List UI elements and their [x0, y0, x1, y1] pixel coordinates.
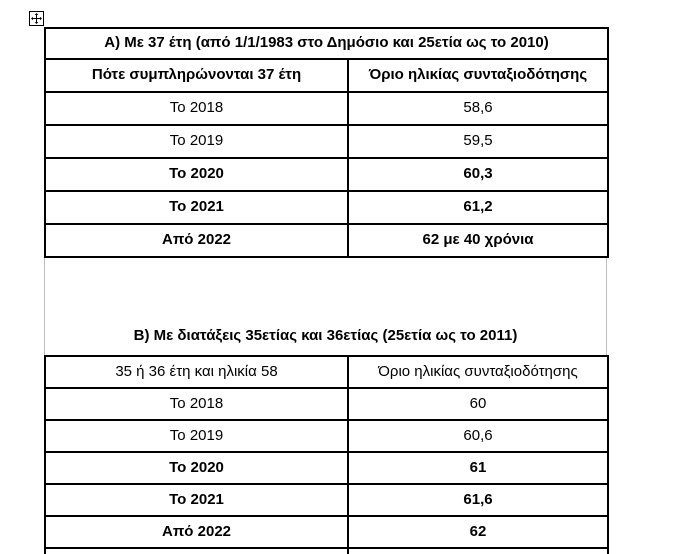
- table-gap-gridlines: Β) Με διατάξεις 35ετίας και 36ετίας (25ε…: [44, 258, 607, 355]
- cell-when: Το 2019: [45, 125, 348, 158]
- table-row: Το 2020 60,3: [45, 158, 609, 191]
- table-row: Το 2020 61: [45, 452, 608, 484]
- cell-when: Από 2022: [45, 224, 348, 257]
- cell-when: Το 2020: [45, 158, 348, 191]
- table-row: Το 2019 59,5: [45, 125, 609, 158]
- table-row: Από 2022 62 με 40 χρόνια: [45, 224, 609, 257]
- table-b-header-age: Όριο ηλικίας συνταξιοδότησης: [348, 356, 608, 388]
- table-row: Το 2021 61,6: [45, 484, 608, 516]
- table-b-header-row: 35 ή 36 έτη και ηλικία 58 Όριο ηλικίας σ…: [45, 356, 608, 388]
- pension-table-a: Α) Με 37 έτη (από 1/1/1983 στο Δημόσιο κ…: [44, 27, 610, 258]
- table-a-title-row: Α) Με 37 έτη (από 1/1/1983 στο Δημόσιο κ…: [45, 28, 609, 59]
- table-row: Το 2018 58,6: [45, 92, 609, 125]
- cell-age: 58,6: [348, 92, 609, 125]
- cell-age: 61,2: [348, 191, 609, 224]
- table-a-title: Α) Με 37 έτη (από 1/1/1983 στο Δημόσιο κ…: [45, 28, 609, 59]
- cell-age: 61: [348, 452, 608, 484]
- table-move-handle[interactable]: [29, 11, 44, 26]
- cell-age: 62: [348, 516, 608, 548]
- table-row: Το 2018 60: [45, 388, 608, 420]
- table-b-title: Β) Με διατάξεις 35ετίας και 36ετίας (25ε…: [133, 327, 518, 344]
- pension-table-b: 35 ή 36 έτη και ηλικία 58 Όριο ηλικίας σ…: [44, 355, 609, 554]
- cell-when: Το 2018: [45, 92, 348, 125]
- table-a-header-row: Πότε συμπληρώνονται 37 έτη Όριο ηλικίας …: [45, 59, 609, 92]
- cell-when: Το 2018: [45, 388, 348, 420]
- table-a-header-age: Όριο ηλικίας συνταξιοδότησης: [348, 59, 609, 92]
- table-b-header-when: 35 ή 36 έτη και ηλικία 58: [45, 356, 348, 388]
- cell-when: Το 2020: [45, 452, 348, 484]
- cell-when: Το 2019: [45, 420, 348, 452]
- table-row: Το 2019 60,6: [45, 420, 608, 452]
- cutoff-table-row: [45, 548, 608, 554]
- move-icon: [31, 13, 42, 24]
- cell-age: 59,5: [348, 125, 609, 158]
- cell-age: 60,6: [348, 420, 608, 452]
- cell-when: Το 2021: [45, 484, 348, 516]
- cell-age: 60: [348, 388, 608, 420]
- cell-when: Από 2022: [45, 516, 348, 548]
- cell-when: [45, 548, 348, 554]
- cell-age: [348, 548, 608, 554]
- cell-when: Το 2021: [45, 191, 348, 224]
- table-row: Το 2021 61,2: [45, 191, 609, 224]
- table-row: Από 2022 62: [45, 516, 608, 548]
- cell-age: 60,3: [348, 158, 609, 191]
- table-a-header-when: Πότε συμπληρώνονται 37 έτη: [45, 59, 348, 92]
- cell-age: 62 με 40 χρόνια: [348, 224, 609, 257]
- cell-age: 61,6: [348, 484, 608, 516]
